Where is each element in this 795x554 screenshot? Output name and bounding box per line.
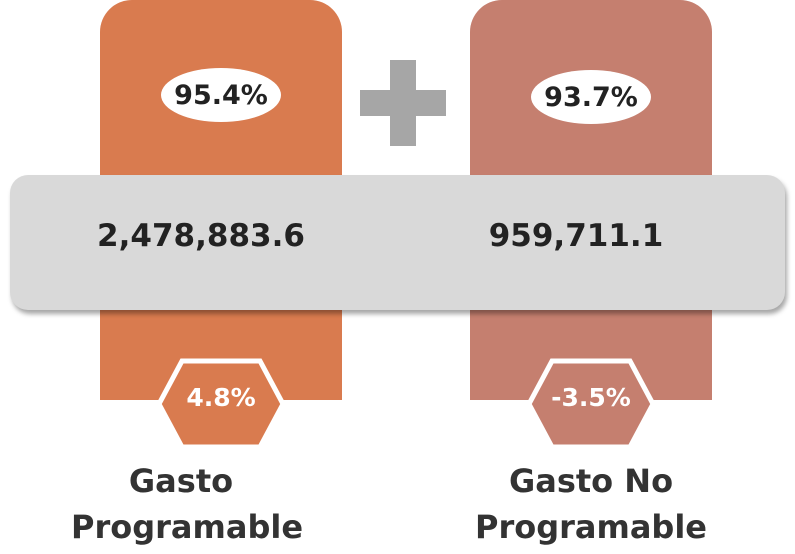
- label: Gasto Programable: [71, 462, 304, 546]
- plus-icon: [360, 60, 446, 146]
- change: 4.8%: [186, 383, 256, 412]
- share-oval: 93.7%: [531, 70, 651, 124]
- amount-band: [10, 175, 785, 310]
- label: Gasto No Programable: [474, 462, 707, 546]
- amount: 2,478,883.6: [97, 218, 305, 254]
- hexagon: [156, 358, 286, 450]
- hexagon: [526, 358, 656, 450]
- share-oval: 95.4%: [161, 68, 281, 122]
- change: -3.5%: [551, 383, 631, 412]
- amount: 959,711.1: [488, 218, 664, 254]
